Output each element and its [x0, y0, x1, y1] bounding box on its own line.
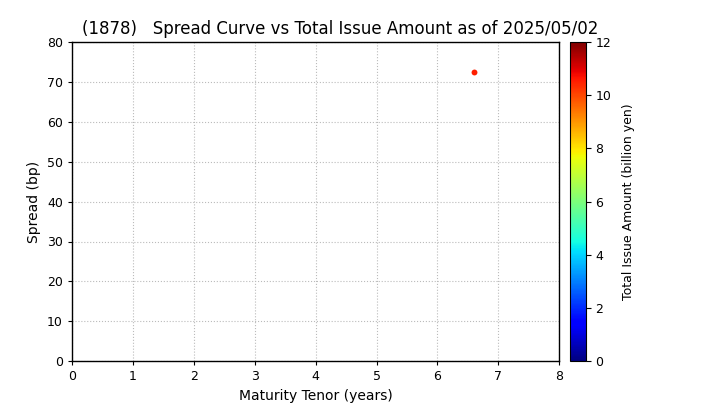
- Text: (1878)   Spread Curve vs Total Issue Amount as of 2025/05/02: (1878) Spread Curve vs Total Issue Amoun…: [82, 20, 598, 38]
- Y-axis label: Total Issue Amount (billion yen): Total Issue Amount (billion yen): [622, 103, 635, 300]
- Y-axis label: Spread (bp): Spread (bp): [27, 160, 42, 243]
- Point: [468, 68, 480, 75]
- X-axis label: Maturity Tenor (years): Maturity Tenor (years): [239, 389, 392, 403]
